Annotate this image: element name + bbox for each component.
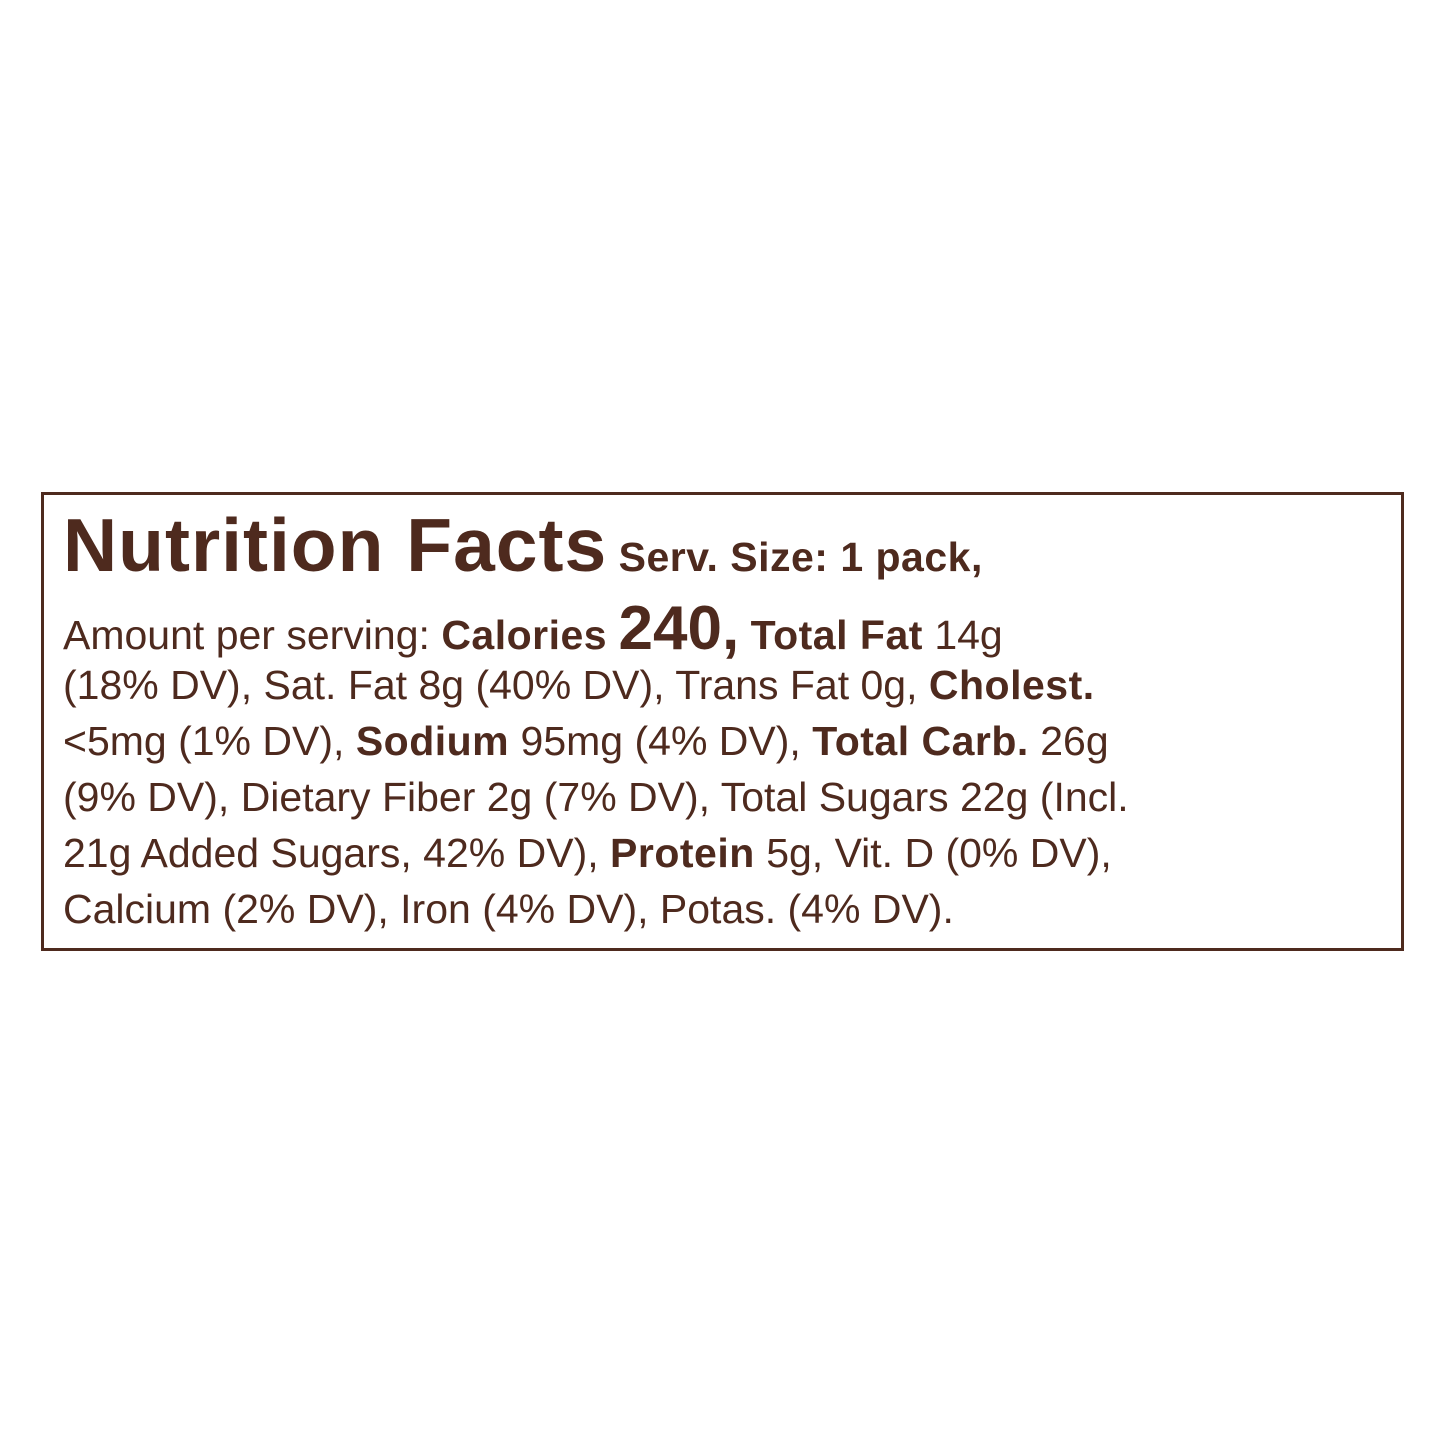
text: 14g (934, 612, 1003, 658)
nutrient-name: Total Fat (750, 612, 923, 658)
nutrient-name: Protein (610, 830, 755, 876)
serving-size: Serv. Size: 1 pack, (618, 534, 983, 580)
text: (9% DV), Dietary Fiber 2g (7% DV), Total… (63, 774, 1129, 820)
label-line: <5mg (1% DV), Sodium 95mg (4% DV), Total… (63, 713, 1109, 769)
calories-value: 240, (618, 594, 740, 663)
label-border (41, 492, 1404, 951)
nutrient-name: Total Carb. (812, 718, 1029, 764)
nutrient-name: Sodium (355, 718, 510, 764)
nutrient-name: Cholest. (928, 662, 1095, 708)
text: Amount per serving: (63, 612, 430, 658)
text: 5g, Vit. D (0% DV), (766, 830, 1112, 876)
text: <5mg (1% DV), (63, 718, 345, 764)
text: (18% DV), Sat. Fat 8g (40% DV), Trans Fa… (63, 662, 918, 708)
label-line: 21g Added Sugars, 42% DV), Protein 5g, V… (63, 825, 1112, 881)
label-line: Amount per serving: Calories 240, Total … (63, 598, 1003, 663)
label-title: Nutrition Facts (63, 503, 608, 587)
text: 95mg (4% DV), (520, 718, 801, 764)
label-line: (9% DV), Dietary Fiber 2g (7% DV), Total… (63, 769, 1129, 825)
title-line: Nutrition Facts Serv. Size: 1 pack, (63, 505, 983, 597)
label-line: Calcium (2% DV), Iron (4% DV), Potas. (4… (63, 881, 954, 937)
nutrient-name: Calories (441, 612, 608, 658)
label-line: (18% DV), Sat. Fat 8g (40% DV), Trans Fa… (63, 657, 1095, 713)
text: 26g (1040, 718, 1109, 764)
text: 21g Added Sugars, 42% DV), (63, 830, 599, 876)
text: Calcium (2% DV), Iron (4% DV), Potas. (4… (63, 886, 954, 932)
